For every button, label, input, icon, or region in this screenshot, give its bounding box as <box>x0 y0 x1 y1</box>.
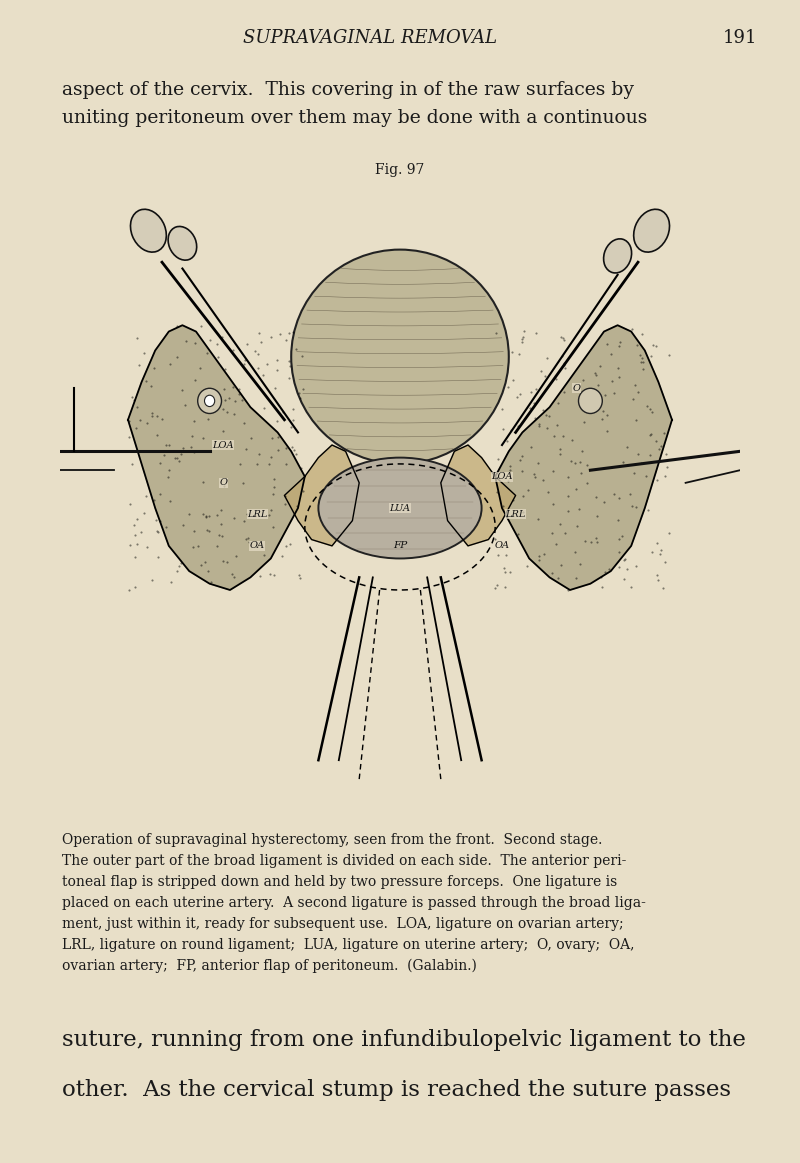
Text: placed on each uterine artery.  A second ligature is passed through the broad li: placed on each uterine artery. A second … <box>62 896 646 909</box>
Ellipse shape <box>318 457 482 558</box>
Text: LRL, ligature on round ligament;  LUA, ligature on uterine artery;  O, ovary;  O: LRL, ligature on round ligament; LUA, li… <box>62 939 634 952</box>
Ellipse shape <box>578 388 602 414</box>
Text: ment, just within it, ready for subsequent use.  LOA, ligature on ovarian artery: ment, just within it, ready for subseque… <box>62 916 624 932</box>
Text: other.  As the cervical stump is reached the suture passes: other. As the cervical stump is reached … <box>62 1079 731 1101</box>
Text: SUPRAVAGINAL REMOVAL: SUPRAVAGINAL REMOVAL <box>243 29 497 47</box>
Text: aspect of the cervix.  This covering in of the raw surfaces by: aspect of the cervix. This covering in o… <box>62 81 634 99</box>
Text: ovarian artery;  FP, anterior flap of peritoneum.  (Galabin.): ovarian artery; FP, anterior flap of per… <box>62 958 477 973</box>
Polygon shape <box>441 445 515 545</box>
Ellipse shape <box>205 395 214 407</box>
Text: Operation of supravaginal hysterectomy, seen from the front.  Second stage.: Operation of supravaginal hysterectomy, … <box>62 833 602 847</box>
Polygon shape <box>128 326 305 590</box>
Text: LUA: LUA <box>390 504 410 513</box>
Ellipse shape <box>198 388 222 414</box>
Text: Fig. 97: Fig. 97 <box>375 163 425 177</box>
Ellipse shape <box>291 250 509 464</box>
Text: O: O <box>219 478 227 487</box>
Text: FP: FP <box>393 541 407 550</box>
Text: O: O <box>573 384 581 393</box>
Text: toneal flap is stripped down and held by two pressure forceps.  One ligature is: toneal flap is stripped down and held by… <box>62 875 618 889</box>
Ellipse shape <box>168 227 197 261</box>
Text: OA: OA <box>494 541 510 550</box>
Text: suture, running from one infundibulopelvic ligament to the: suture, running from one infundibulopelv… <box>62 1029 746 1051</box>
Ellipse shape <box>130 209 166 252</box>
Polygon shape <box>285 445 359 545</box>
Text: OA: OA <box>250 541 265 550</box>
Ellipse shape <box>634 209 670 252</box>
Ellipse shape <box>604 238 631 273</box>
Polygon shape <box>495 326 672 590</box>
Text: uniting peritoneum over them may be done with a continuous: uniting peritoneum over them may be done… <box>62 109 647 127</box>
Text: LOA: LOA <box>213 441 234 450</box>
Text: LRL: LRL <box>506 509 526 519</box>
Text: LOA: LOA <box>491 472 513 481</box>
Text: 191: 191 <box>722 29 758 47</box>
Text: The outer part of the broad ligament is divided on each side.  The anterior peri: The outer part of the broad ligament is … <box>62 854 626 868</box>
Text: LRL: LRL <box>247 509 267 519</box>
